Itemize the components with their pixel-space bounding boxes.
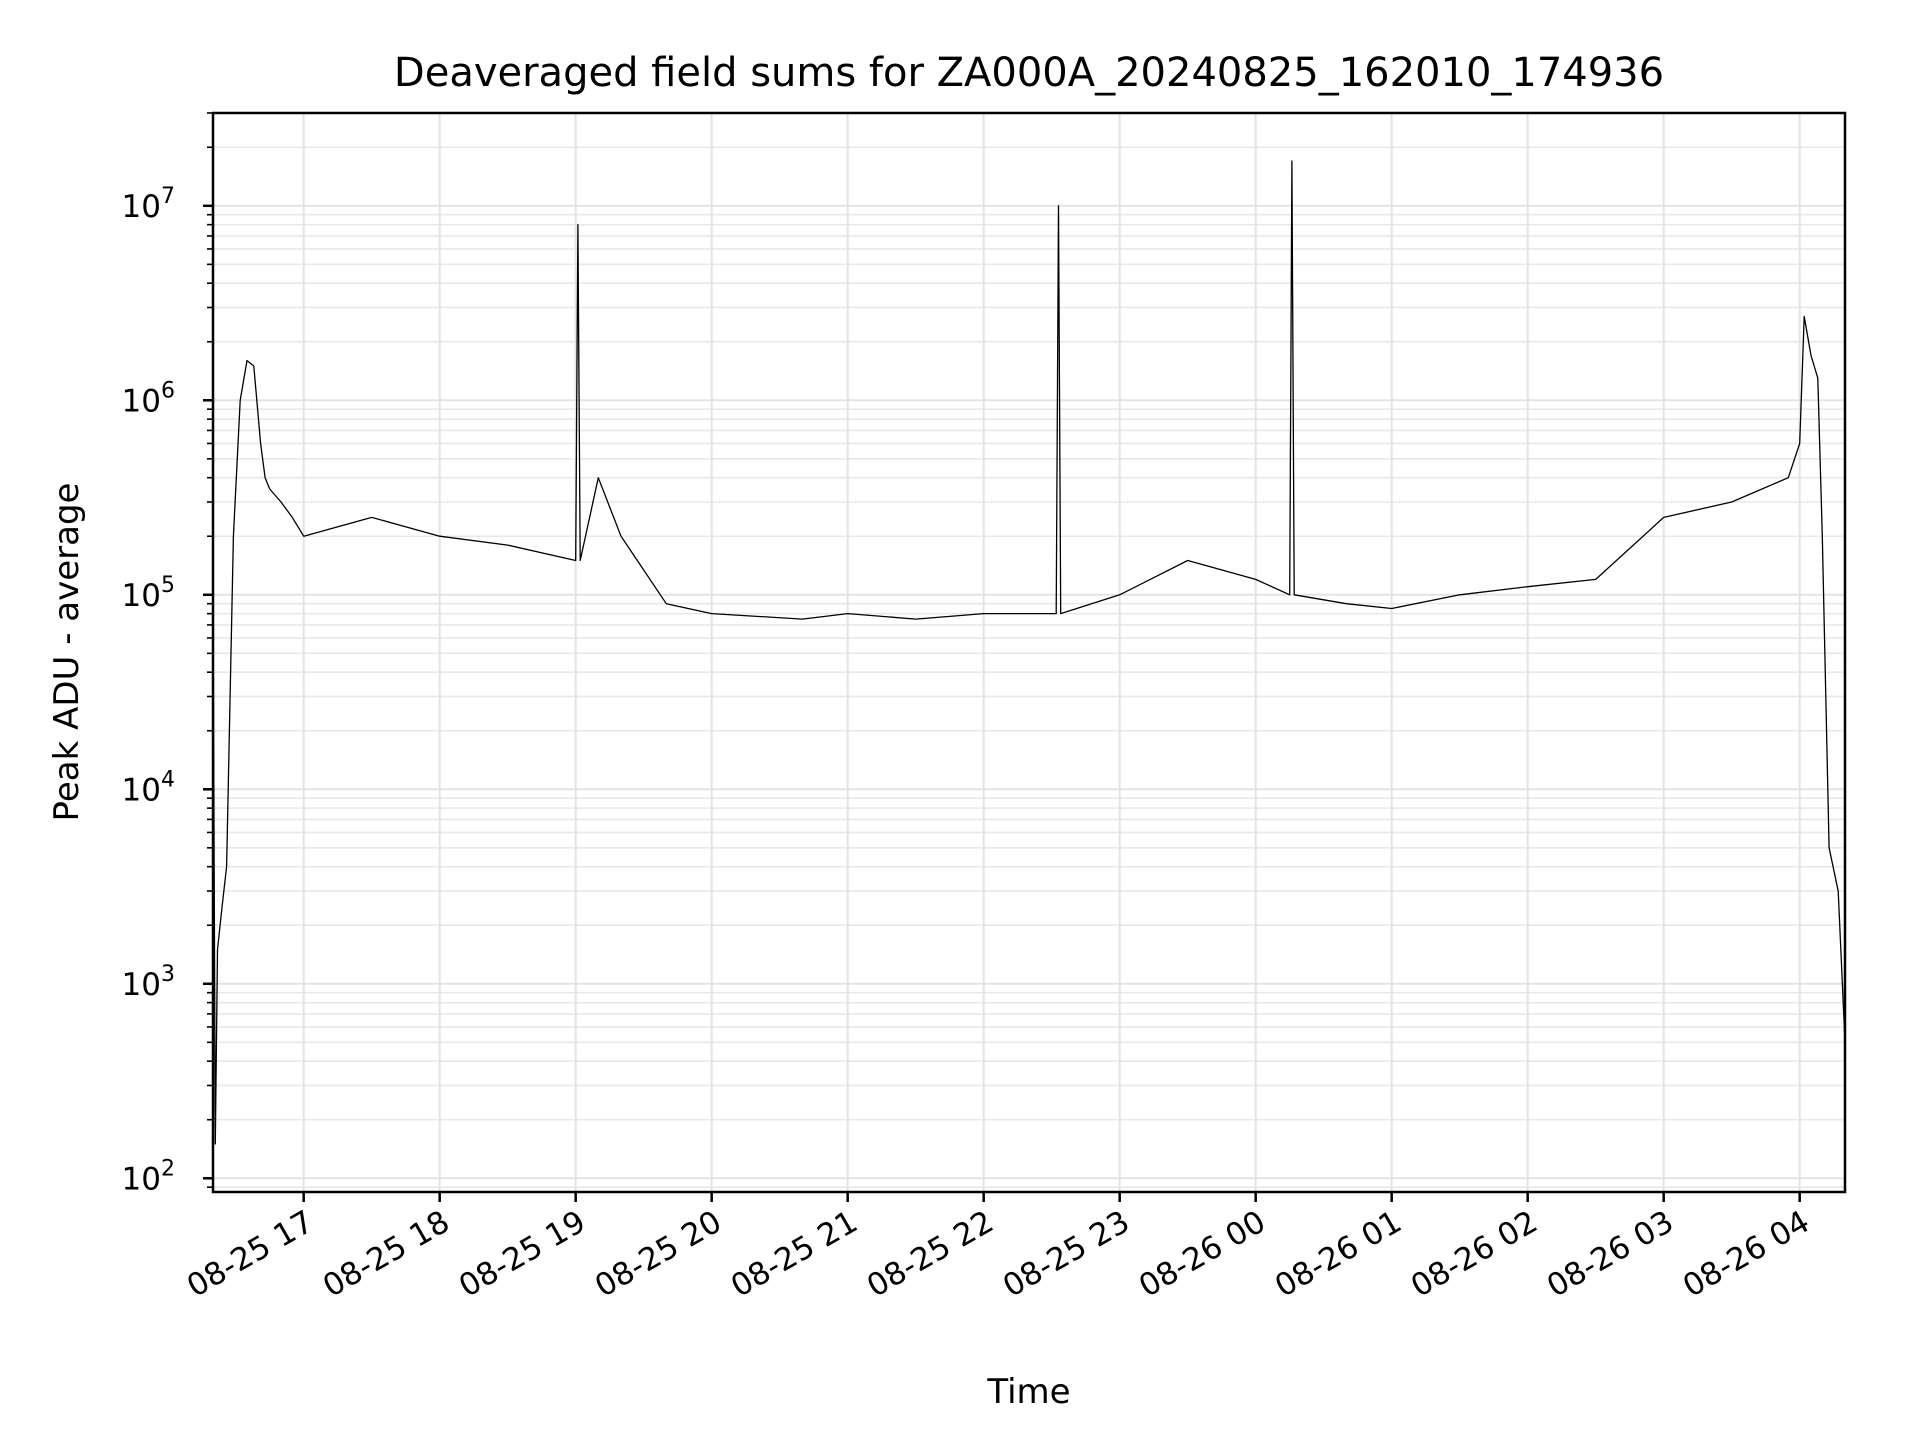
y-tick-label: 106: [122, 378, 175, 419]
x-tick-label: 08-26 02: [1405, 1204, 1544, 1305]
y-axis: 102 103 104 105 106 107: [122, 112, 213, 1197]
x-tick-label: 08-25 18: [317, 1204, 456, 1305]
chart-title: Deaveraged field sums for ZA000A_2024082…: [394, 50, 1664, 96]
x-tick-label: 08-25 19: [453, 1204, 592, 1305]
x-tick-label: 08-25 22: [861, 1204, 1000, 1305]
y-tick-label: 103: [122, 962, 175, 1003]
y-tick-label: 105: [122, 573, 175, 614]
y-axis-label: Peak ADU - average: [47, 483, 87, 822]
y-tick-label: 104: [122, 767, 175, 808]
series-group: [212, 160, 1846, 1145]
grid: [213, 112, 1845, 1192]
x-tick-label: 08-26 03: [1541, 1204, 1680, 1305]
y-tick-label: 102: [122, 1156, 175, 1197]
x-tick-label: 08-25 20: [589, 1204, 728, 1305]
series-line: [212, 160, 1846, 1145]
x-axis-label: Time: [986, 1372, 1070, 1412]
x-tick-label: 08-25 23: [997, 1204, 1136, 1305]
y-tick-label: 107: [122, 184, 175, 225]
x-tick-label: 08-26 01: [1269, 1204, 1408, 1305]
x-tick-label: 08-25 17: [181, 1204, 320, 1305]
plot-frame: [211, 111, 1847, 1194]
x-tick-label: 08-26 04: [1677, 1204, 1816, 1305]
x-tick-label: 08-25 21: [725, 1204, 864, 1305]
x-tick-label: 08-26 00: [1133, 1204, 1272, 1305]
